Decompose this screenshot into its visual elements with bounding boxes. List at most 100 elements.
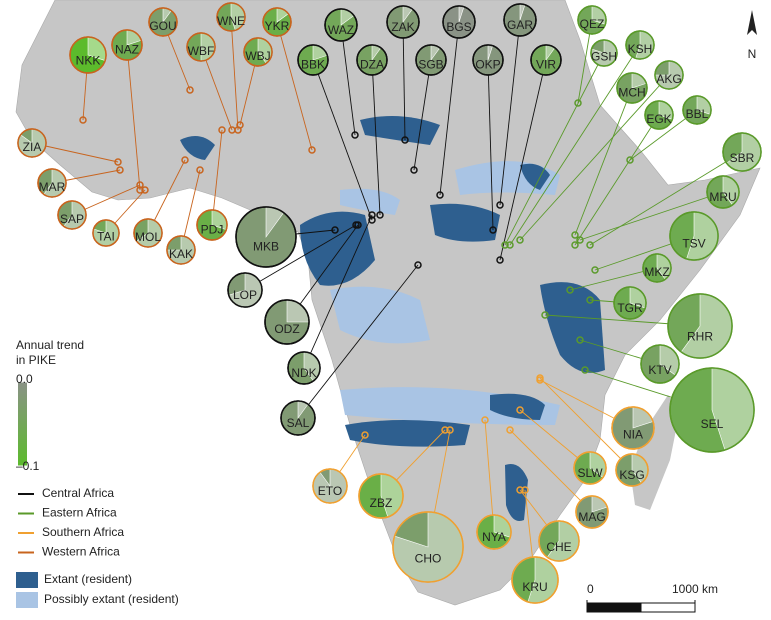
pie-ring: [682, 95, 712, 125]
pie-ring: [667, 293, 733, 359]
leader-line: [276, 21, 313, 151]
pie-ring: [722, 132, 762, 172]
pie-ring: [616, 72, 648, 104]
site-marker: [576, 336, 584, 344]
site-label: ZBZ: [370, 496, 393, 510]
site-label: RHR: [687, 329, 713, 343]
site-marker: [308, 146, 316, 154]
site-label: KRU: [522, 580, 547, 594]
site-label: AKG: [656, 72, 681, 86]
site-label: VIR: [536, 57, 556, 71]
pie-ring: [57, 200, 87, 230]
site-label: MCH: [618, 85, 645, 99]
pie-ring: [611, 406, 655, 450]
pie-ring: [243, 37, 273, 67]
pie-ring: [577, 5, 607, 35]
site-label: WNE: [217, 14, 245, 28]
leader-line: [504, 52, 605, 246]
site-label: NIA: [623, 428, 643, 442]
pie-ring: [415, 44, 447, 76]
site-marker: [361, 431, 369, 439]
site-label: CHO: [415, 551, 442, 565]
pie-ring: [442, 5, 476, 39]
site-label: ETO: [318, 484, 342, 498]
site-marker: [576, 236, 584, 244]
site-label: PDJ: [201, 222, 224, 236]
north-arrow-icon: [747, 10, 757, 35]
site-label: GSH: [591, 50, 617, 64]
site-marker: [410, 166, 418, 174]
pie-ring: [590, 39, 618, 67]
pie-ring: [613, 286, 647, 320]
site-marker: [591, 266, 599, 274]
leader-line: [402, 21, 406, 141]
site-marker: [446, 426, 454, 434]
pie-ring: [166, 235, 196, 265]
pie-ring: [575, 495, 609, 529]
leader-line: [439, 21, 460, 196]
region-label: Central Africa: [42, 486, 114, 500]
legend-title: Annual trend: [16, 338, 84, 352]
north-label: N: [748, 47, 757, 61]
site-marker: [368, 216, 376, 224]
site-marker: [441, 426, 449, 434]
pie-ring: [625, 30, 655, 60]
site-label: SAP: [60, 212, 84, 226]
site-marker: [368, 211, 376, 219]
scale-label: 1000 km: [672, 582, 718, 596]
pie-ring: [17, 128, 47, 158]
leader-line: [303, 214, 373, 369]
site-marker: [521, 486, 529, 494]
range-swatch: [16, 592, 38, 608]
site-marker: [218, 126, 226, 134]
north-arrow: N: [747, 10, 757, 61]
site-label: MAR: [39, 180, 66, 194]
site-label: WBJ: [245, 49, 270, 63]
site-label: ODZ: [274, 322, 299, 336]
site-marker: [141, 186, 149, 194]
site-marker: [581, 366, 589, 374]
scale-bar: [640, 602, 696, 613]
site-label: SGB: [418, 57, 443, 71]
site-label: KAK: [169, 247, 193, 261]
site-label: KTV: [648, 363, 671, 377]
site-marker: [496, 201, 504, 209]
site-marker: [236, 121, 244, 129]
site-marker: [401, 136, 409, 144]
site-label: NDK: [291, 366, 316, 380]
colorbar-label: 0.0: [16, 372, 33, 386]
site-marker: [516, 236, 524, 244]
pie-ring: [69, 36, 107, 74]
leader-line: [569, 267, 658, 291]
site-label: ZAK: [391, 20, 414, 34]
site-pies: NKK NAZ GOU WNE WBF YKR WBJ ZIA MAR SAP TAI MOL KAK P…: [17, 2, 762, 604]
site-label: LOP: [233, 288, 257, 302]
site-marker: [351, 131, 359, 139]
site-marker: [181, 156, 189, 164]
pie-ring: [111, 29, 143, 61]
pie-ring: [262, 7, 292, 37]
pie-ring: [386, 5, 420, 39]
pie-ring: [235, 206, 297, 268]
site-marker: [136, 181, 144, 189]
pie-ring: [644, 100, 674, 130]
site-label: SAL: [287, 416, 310, 430]
site-marker: [574, 99, 582, 107]
site-label: TAI: [97, 230, 115, 244]
pie-ring: [312, 468, 348, 504]
site-label: QEZ: [580, 17, 605, 31]
leader-line: [340, 24, 356, 136]
leader-line: [589, 151, 743, 246]
site-marker: [376, 211, 384, 219]
pie-ring: [654, 60, 684, 90]
site-label: KSH: [628, 42, 653, 56]
pie-ring: [92, 219, 120, 247]
site-label: EGK: [646, 112, 671, 126]
site-label: TSV: [682, 237, 705, 251]
region-label: Southern Africa: [42, 525, 124, 539]
pie-ring: [669, 211, 719, 261]
leader-line: [200, 46, 233, 131]
region-label: Western Africa: [42, 545, 120, 559]
